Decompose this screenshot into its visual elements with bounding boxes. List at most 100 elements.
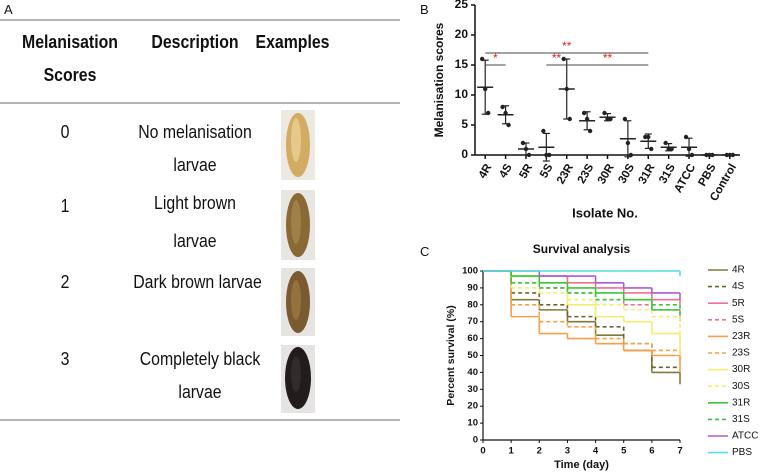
x-tick-label: 2	[537, 446, 542, 457]
description: Completely black larvae	[139, 349, 261, 402]
y-tick-label: 60	[467, 333, 478, 344]
data-point	[526, 152, 532, 158]
description: No melanisation larvae	[138, 122, 252, 175]
data-point	[643, 134, 648, 140]
legend-label: 4S	[732, 281, 745, 292]
y-tick-label: 0	[473, 435, 478, 446]
data-point	[587, 128, 593, 134]
larva-image	[281, 110, 315, 180]
x-tick-label: 5R	[517, 161, 535, 180]
data-point	[646, 134, 651, 140]
data-point	[666, 146, 671, 152]
legend-label: 30R	[732, 364, 750, 375]
data-point	[683, 134, 689, 140]
x-tick-label: 5	[621, 446, 627, 457]
significance-label: **	[603, 51, 613, 65]
data-point	[541, 128, 546, 134]
data-point	[482, 86, 488, 92]
data-point	[625, 140, 631, 146]
x-tick-label: 31S	[657, 162, 678, 186]
y-tick-label: 50	[467, 350, 478, 361]
panel-label: A	[4, 2, 13, 17]
data-point	[608, 116, 613, 122]
legend-label: 5R	[732, 298, 745, 309]
y-tick-label: 20	[467, 401, 478, 412]
data-point	[727, 152, 733, 158]
y-tick-label: 90	[467, 282, 478, 293]
significance-label: **	[562, 39, 572, 53]
legend-label: 31R	[732, 397, 750, 408]
data-point	[669, 146, 674, 152]
y-tick-label: 10	[455, 87, 469, 101]
legend-label: 23R	[732, 331, 750, 342]
data-point	[547, 152, 552, 158]
x-tick-label: ATCC	[672, 162, 698, 195]
larva-image	[281, 190, 315, 260]
description: Dark brown larvae	[133, 272, 262, 292]
x-axis-label: Isolate No.	[572, 205, 638, 220]
data-point	[567, 116, 572, 122]
x-tick-label: PBS	[696, 162, 718, 189]
data-point	[663, 140, 668, 146]
data-point	[503, 110, 508, 116]
table-header: Description	[151, 32, 239, 52]
data-point	[649, 146, 654, 152]
data-point	[584, 116, 590, 122]
data-point	[602, 110, 607, 116]
score: 0	[60, 122, 70, 142]
y-tick-label: 100	[462, 266, 478, 277]
y-tick-label: 0	[461, 147, 468, 161]
x-tick-label: 3	[565, 446, 570, 457]
data-point	[622, 116, 628, 122]
legend-label: ATCC	[732, 431, 758, 442]
y-tick-label: 10	[467, 418, 478, 429]
chart-title: Survival analysis	[533, 242, 631, 256]
y-tick-label: 70	[467, 316, 478, 327]
x-tick-label: 30R	[596, 161, 617, 186]
x-tick-label: Control	[708, 162, 739, 203]
data-point	[704, 152, 709, 158]
data-point	[724, 152, 730, 158]
y-tick-label: 15	[455, 57, 469, 71]
x-axis-label: Time (day)	[554, 459, 609, 471]
data-point	[506, 122, 511, 128]
y-tick-label: 30	[467, 384, 478, 395]
x-tick-label: 4	[593, 446, 599, 457]
x-tick-label: 0	[480, 446, 485, 457]
score: 1	[60, 196, 70, 216]
data-point	[500, 104, 505, 110]
significance-label: **	[552, 51, 562, 65]
legend-label: 30S	[732, 381, 750, 392]
data-point	[581, 110, 587, 116]
data-point	[689, 152, 695, 158]
y-tick-label: 40	[467, 367, 478, 378]
x-tick-label: 4R	[477, 161, 495, 180]
x-tick-label: 30S	[616, 162, 637, 186]
data-point	[561, 56, 566, 62]
x-tick-label: 4S	[497, 162, 515, 180]
data-point	[730, 152, 736, 158]
x-tick-label: 6	[649, 446, 654, 457]
table-header: Examples	[255, 32, 330, 52]
data-point	[628, 152, 634, 158]
data-point	[523, 146, 529, 152]
legend-label: PBS	[732, 447, 752, 458]
legend-label: 31S	[732, 414, 750, 425]
y-tick-label: 20	[455, 27, 469, 41]
x-tick-label: 1	[508, 446, 514, 457]
x-tick-label: 31R	[637, 161, 658, 186]
x-tick-label: 23S	[576, 162, 597, 186]
table-header: Melanisation Scores	[22, 32, 118, 85]
y-axis-label: Percent survival (%)	[445, 305, 457, 405]
description: Light brown larvae	[154, 193, 236, 251]
panel-label: C	[420, 244, 430, 259]
score: 2	[60, 272, 70, 292]
data-point	[710, 152, 715, 158]
legend-label: 5S	[732, 314, 745, 325]
score: 3	[60, 349, 70, 369]
legend-label: 23S	[732, 348, 750, 359]
panel-label: B	[420, 2, 429, 17]
data-point	[544, 152, 549, 158]
y-tick-label: 5	[461, 117, 468, 131]
larva-image	[281, 268, 315, 336]
